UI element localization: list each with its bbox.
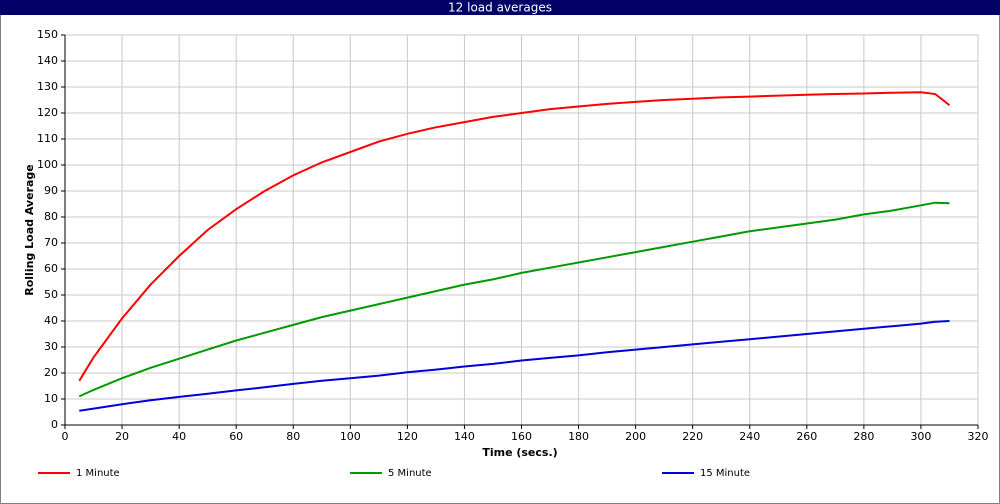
y-tick-label: 40 — [44, 314, 58, 327]
chart-title: 12 load averages — [448, 1, 552, 15]
x-tick-label: 20 — [115, 430, 129, 443]
y-tick-label: 150 — [37, 28, 58, 41]
x-tick-label: 120 — [397, 430, 418, 443]
title-bar — [0, 0, 1000, 15]
legend-label: 1 Minute — [76, 468, 120, 479]
x-tick-label: 220 — [682, 430, 703, 443]
x-axis-label: Time (secs.) — [482, 446, 557, 459]
x-tick-label: 240 — [739, 430, 760, 443]
y-axis-label: Rolling Load Average — [23, 164, 36, 296]
y-tick-label: 120 — [37, 106, 58, 119]
x-tick-label: 160 — [511, 430, 532, 443]
x-tick-label: 100 — [340, 430, 361, 443]
x-tick-label: 280 — [853, 430, 874, 443]
y-tick-label: 80 — [44, 210, 58, 223]
y-tick-label: 60 — [44, 262, 58, 275]
series-line — [78, 201, 950, 398]
y-tick-label: 20 — [44, 366, 58, 379]
y-tick-label: 30 — [44, 340, 58, 353]
series-line — [78, 91, 951, 382]
y-tick-label: 90 — [44, 184, 58, 197]
x-tick-label: 60 — [229, 430, 243, 443]
x-tick-label: 200 — [625, 430, 646, 443]
y-tick-label: 110 — [37, 132, 58, 145]
x-tick-label: 140 — [454, 430, 475, 443]
x-tick-label: 320 — [968, 430, 989, 443]
legend-label: 5 Minute — [388, 468, 432, 479]
y-tick-label: 100 — [37, 158, 58, 171]
y-tick-label: 10 — [44, 392, 58, 405]
y-tick-label: 50 — [44, 288, 58, 301]
legend-label: 15 Minute — [700, 468, 750, 479]
y-tick-label: 130 — [37, 80, 58, 93]
y-tick-label: 0 — [51, 418, 58, 431]
x-tick-label: 300 — [910, 430, 931, 443]
x-tick-label: 260 — [796, 430, 817, 443]
x-tick-label: 40 — [172, 430, 186, 443]
x-tick-label: 80 — [286, 430, 300, 443]
x-tick-label: 0 — [62, 430, 69, 443]
y-tick-label: 70 — [44, 236, 58, 249]
x-tick-label: 180 — [568, 430, 589, 443]
series-line — [79, 320, 950, 412]
y-tick-label: 140 — [37, 54, 58, 67]
